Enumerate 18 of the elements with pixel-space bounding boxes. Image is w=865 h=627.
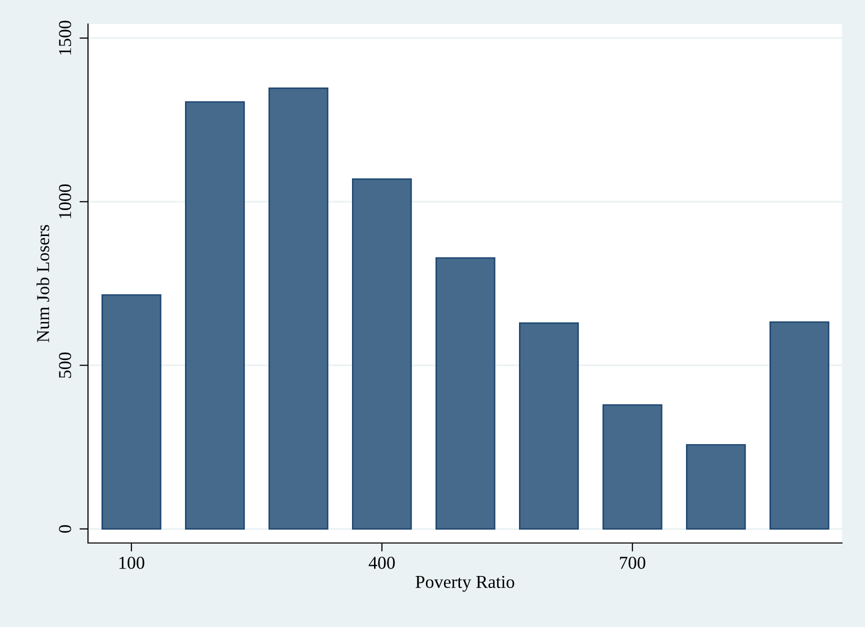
bar <box>185 101 245 530</box>
x-tick-label: 400 <box>368 556 395 569</box>
bar <box>686 444 746 530</box>
y-tick-label: 0 <box>58 525 72 533</box>
bar <box>102 294 162 530</box>
y-axis-title: Num Job Losers <box>36 224 50 342</box>
bar <box>602 404 662 530</box>
y-tick-label: 1000 <box>58 184 72 218</box>
y-tick-label: 500 <box>58 352 72 378</box>
x-axis-title: Poverty Ratio <box>416 576 514 592</box>
bar <box>769 321 830 530</box>
bar <box>518 322 579 530</box>
x-tick-label: 100 <box>119 556 144 569</box>
x-tick-label: 700 <box>620 556 646 569</box>
y-tick-label: 1500 <box>58 20 72 55</box>
bar <box>436 257 496 530</box>
bar <box>268 87 328 530</box>
bar <box>352 178 412 530</box>
